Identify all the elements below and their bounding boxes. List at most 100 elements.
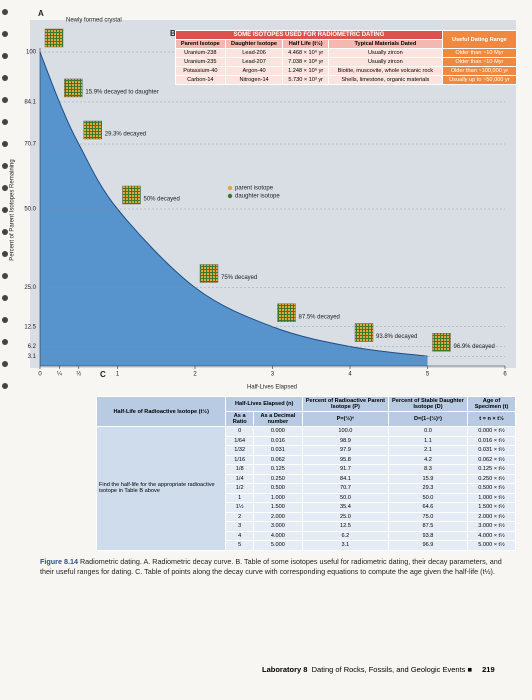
x-tick-label: 1 [116, 372, 120, 378]
table-cell: 0.250 [252, 473, 303, 484]
table-cell: 12.5 [301, 521, 389, 532]
table-cell: 100.0 [301, 426, 389, 437]
table-cell: Shells, limestone, organic materials [327, 75, 443, 85]
table-cell: 1/64 [225, 435, 254, 446]
table-row: Find the half-life for the appropriate r… [95, 426, 517, 551]
x-tick-label: 3 [271, 372, 275, 378]
table-row: Uranium-235 Lead-207 7.038 × 10⁸ yr Usually… [175, 57, 518, 67]
table-row: 3 3.000 12.5 87.5 3.000 × t½ [97, 521, 517, 532]
annotation: 15.9% decayed to daughter [85, 90, 158, 96]
binding-hole [2, 229, 8, 235]
table-cell: 4.000 × t½ [466, 530, 517, 541]
table-cell: 5.730 × 10³ yr [282, 75, 329, 85]
binding-hole [2, 141, 8, 147]
table-row: 1/64 0.016 98.9 1.1 0.016 × t½ [97, 435, 517, 446]
column-header: Daughter Isotope [224, 39, 284, 49]
table-cell: 7.038 × 10⁸ yr [282, 57, 329, 67]
binding-hole [2, 31, 8, 37]
binding-hole [2, 361, 8, 367]
x-tick-label: ½ [76, 371, 81, 378]
table-cell: Older than ~10 Myr [441, 57, 518, 67]
table-cell: 0.000 [252, 426, 303, 437]
table-cell: 3.000 × t½ [466, 521, 517, 532]
table-cell: 2.000 [252, 511, 303, 522]
binding-hole [2, 339, 8, 345]
annotation: 93.8% decayed [376, 334, 417, 340]
crystal [199, 264, 219, 283]
table-cell: Usually zircon [327, 48, 443, 58]
table-cell: 1 [225, 492, 254, 503]
table-cell: 2 [225, 511, 254, 522]
column-header: Half-Lives Elapsed (n) [225, 396, 303, 412]
table-cell: 3 [225, 521, 254, 532]
table-cell: 5.000 [252, 540, 303, 551]
table-cell: 0.016 × t½ [466, 435, 517, 446]
table-cell: 96.9 [387, 540, 468, 551]
table-cell: 75.0 [387, 511, 468, 522]
footer-lab: Laboratory 8 [262, 665, 308, 674]
table-cell: Usually zircon [327, 57, 443, 67]
table-cell: 0.016 [252, 435, 303, 446]
table-cell: 1/2 [225, 483, 254, 494]
subheader-row: As a Ratio As a Decimal number P=(½)ⁿ D=(1−… [97, 411, 517, 427]
table-cell: 4.2 [387, 454, 468, 465]
table-cell: 98.9 [301, 435, 389, 446]
table-cell: 1.500 × t½ [466, 502, 517, 513]
binding-hole [2, 273, 8, 279]
crystal [44, 28, 64, 48]
legend-swatch [227, 185, 233, 191]
binding-hole [2, 9, 8, 15]
table-cell: 1½ [225, 502, 254, 513]
y-tick-label: 25.0 [24, 285, 36, 291]
table-cell: 25.0 [301, 511, 389, 522]
table-cell: 70.7 [301, 483, 389, 494]
crystal [122, 185, 141, 205]
table-cell: 1/4 [225, 473, 254, 484]
decay-curve [39, 51, 428, 357]
table-cell: 4.468 × 10⁹ yr [282, 48, 329, 58]
x-tick-label: 5 [426, 372, 430, 378]
table-cell: 1/8 [225, 464, 254, 475]
table-cell: 0.031 × t½ [466, 445, 517, 456]
table-cell: 0.125 × t½ [466, 464, 517, 475]
x-axis-label: Half-Lives Elapsed [247, 385, 297, 391]
table-cell: 1.000 [252, 492, 303, 503]
y-tick-label: 50.0 [24, 207, 36, 213]
column-header: Parent Isotope [175, 39, 226, 49]
table-cell: 93.8 [387, 530, 468, 541]
title-row: SOME ISOTOPES USED FOR RADIOMETRIC DATIN… [175, 30, 518, 49]
panel-label: B [170, 29, 176, 38]
table-cell: Potassium-40 [175, 66, 226, 76]
subcolumn-header: As a Ratio [225, 411, 254, 427]
x-tick-label: ¼ [57, 372, 63, 378]
crystal [83, 120, 102, 140]
table-row: 4 4.000 6.2 93.8 4.000 × t½ [97, 530, 517, 541]
page-number: 219 [482, 665, 495, 674]
table-cell: 84.1 [301, 473, 389, 484]
binding-hole [2, 53, 8, 59]
binding-hole [2, 97, 8, 103]
table-cell: 29.3 [387, 483, 468, 494]
table-cell: 5.000 × t½ [466, 540, 517, 551]
table-cell: 1/16 [225, 454, 254, 465]
binding-hole [2, 163, 8, 169]
table-cell: 3.000 [252, 521, 303, 532]
table-cell: Lead-207 [224, 57, 284, 67]
binding-hole [2, 75, 8, 81]
table-cell: 0.000 × t½ [466, 426, 517, 437]
annotation: Newly formed crystal [66, 18, 122, 24]
table-cell: 91.7 [301, 464, 389, 475]
table-cell: 0.500 × t½ [466, 483, 517, 494]
table-cell: 0.125 [252, 464, 303, 475]
y-tick-label: 70.7 [24, 142, 36, 148]
table-cell: 50.0 [387, 492, 468, 503]
x-tick-label: 4 [348, 372, 352, 378]
footer: Laboratory 8 Dating of Rocks, Fossils, a… [262, 665, 495, 674]
crystal [64, 78, 83, 98]
table-cell: Usually up to ~50,000 yr [441, 75, 518, 85]
table-cell: 4.000 [252, 530, 303, 541]
legend-label: parent isotope [235, 186, 274, 192]
instruction: Find the half-life for the appropriate r… [95, 426, 227, 551]
table-row: Potassium-40 Argon-40 1.248 × 10⁹ yr Biotit… [175, 66, 518, 76]
